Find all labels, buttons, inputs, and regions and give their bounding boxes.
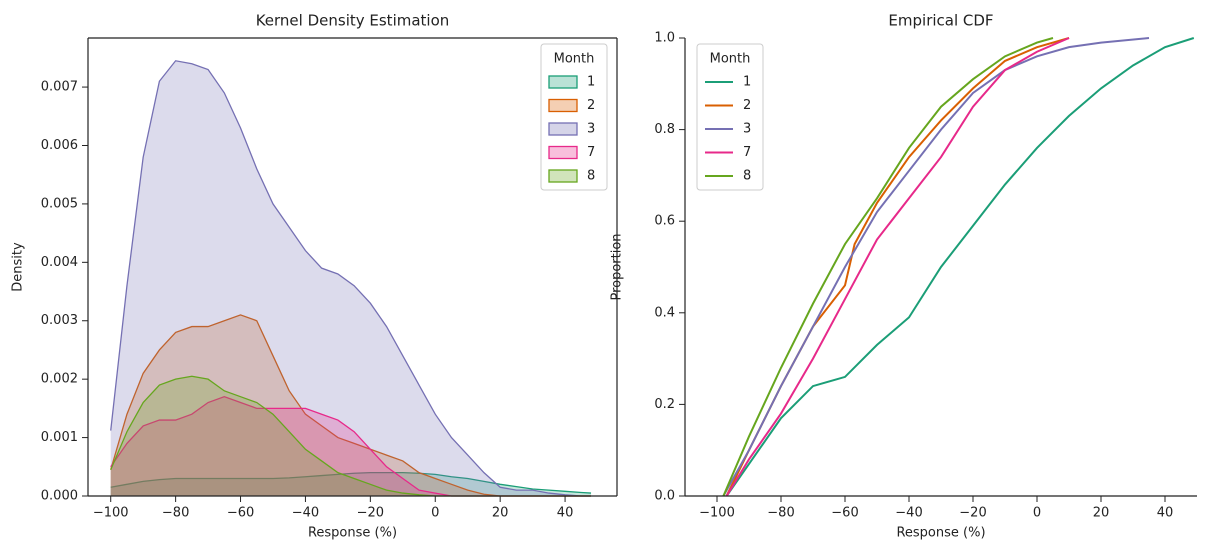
- y-axis-label: Density: [11, 242, 26, 292]
- y-tick-label: 0.001: [41, 430, 78, 445]
- x-axis-label: Response (%): [308, 526, 397, 541]
- legend-swatch: [548, 122, 578, 136]
- x-tick-label: 0: [431, 506, 439, 521]
- x-tick-label: −60: [227, 506, 254, 521]
- density-area: [110, 396, 592, 496]
- ecdf-line: [722, 37, 1150, 497]
- legend-label: 8: [587, 169, 595, 184]
- legend-label: 1: [587, 75, 595, 90]
- x-tick-label: 40: [1157, 506, 1174, 521]
- legend-label: 8: [743, 169, 751, 184]
- x-tick-label: 20: [492, 506, 509, 521]
- y-tick-label: 0.0: [654, 489, 675, 504]
- legend-swatch: [548, 98, 578, 113]
- x-tick-label: −100: [699, 506, 735, 521]
- x-axis-label: Response (%): [896, 526, 985, 541]
- y-tick-label: 0.007: [41, 80, 78, 95]
- density-line: [110, 471, 592, 494]
- legend-swatch: [548, 75, 578, 89]
- y-tick-label: 1.0: [654, 31, 675, 46]
- x-tick-label: 40: [557, 506, 574, 521]
- y-tick-label: 0.004: [41, 255, 78, 270]
- ecdf-line: [725, 37, 1070, 497]
- x-tick-label: −20: [959, 506, 986, 521]
- density-area: [110, 60, 592, 496]
- y-tick-label: 0.6: [654, 214, 675, 229]
- ecdf-line: [725, 37, 1195, 497]
- y-axis-label: Proportion: [610, 233, 625, 300]
- legend-swatch: [548, 169, 578, 183]
- legend-label: 3: [743, 122, 751, 137]
- legend-label: 7: [587, 145, 595, 160]
- x-tick-label: −40: [895, 506, 922, 521]
- legend-label: 2: [743, 98, 751, 113]
- legend-swatch: [548, 145, 578, 160]
- x-tick-label: 0: [1033, 506, 1041, 521]
- x-tick-label: −80: [767, 506, 794, 521]
- ecdf-line: [722, 37, 1054, 497]
- x-tick-label: −100: [93, 506, 129, 521]
- legend-title: Month: [554, 52, 595, 67]
- legend-label: 7: [743, 145, 751, 160]
- y-tick-label: 0.4: [654, 305, 675, 320]
- x-tick-label: −80: [162, 506, 189, 521]
- density-line: [110, 60, 592, 497]
- density-area: [110, 314, 592, 496]
- legend-label: 3: [587, 122, 595, 137]
- y-tick-label: 0.2: [654, 397, 675, 412]
- legend-title: Month: [710, 52, 751, 67]
- x-tick-label: 20: [1093, 506, 1110, 521]
- legend-label: 2: [587, 98, 595, 113]
- y-tick-label: 0.000: [41, 489, 78, 504]
- x-tick-label: −40: [292, 506, 319, 521]
- x-tick-label: −20: [357, 506, 384, 521]
- ecdf-line: [725, 37, 1070, 497]
- chart-title: Kernel Density Estimation: [256, 12, 450, 30]
- chart-title: Empirical CDF: [888, 12, 993, 30]
- y-tick-label: 0.005: [41, 196, 78, 211]
- y-tick-label: 0.003: [41, 313, 78, 328]
- legend-label: 1: [743, 75, 751, 90]
- legend-box: [540, 43, 608, 191]
- y-tick-label: 0.006: [41, 138, 78, 153]
- y-tick-label: 0.002: [41, 372, 78, 387]
- legend: Month 1 2 3 7 8: [540, 43, 608, 191]
- density-area: [110, 376, 592, 496]
- y-tick-label: 0.8: [654, 122, 675, 137]
- x-tick-label: −60: [831, 506, 858, 521]
- legend: Month 1 2 3 7 8: [696, 43, 764, 191]
